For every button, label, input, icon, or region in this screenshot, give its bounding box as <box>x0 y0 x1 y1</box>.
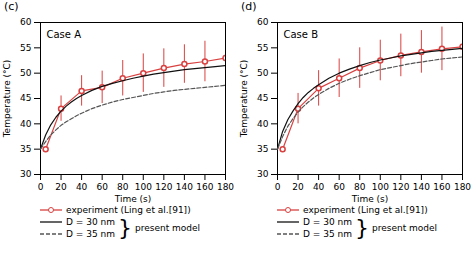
svg-text:35: 35 <box>20 144 31 154</box>
svg-text:180: 180 <box>217 182 234 192</box>
svg-text:80: 80 <box>117 182 129 192</box>
svg-text:35: 35 <box>257 144 268 154</box>
html-text:experiment (Ling et al.[91]): experiment (Ling et al.[91]) <box>66 204 191 215</box>
html-text:D = 30 nm: D = 30 nm <box>66 216 115 227</box>
svg-text:30: 30 <box>257 169 269 179</box>
html-text:present model: present model <box>135 222 201 233</box>
svg-text:160: 160 <box>433 182 450 192</box>
svg-text:40: 40 <box>76 182 88 192</box>
svg-text:160: 160 <box>196 182 213 192</box>
svg-text:0: 0 <box>275 182 281 192</box>
svg-text:40: 40 <box>257 119 269 129</box>
svg-text:20: 20 <box>55 182 67 192</box>
html-text:D = 35 nm: D = 35 nm <box>66 228 115 239</box>
svg-text:100: 100 <box>135 182 152 192</box>
svg-text:45: 45 <box>20 93 31 103</box>
svg-text:60: 60 <box>333 182 345 192</box>
html-text:D = 30 nm: D = 30 nm <box>303 216 352 227</box>
svg-text:Temperature (°C): Temperature (°C) <box>239 60 249 139</box>
svg-text:20: 20 <box>292 182 304 192</box>
svg-text:60: 60 <box>257 17 269 27</box>
svg-text:55: 55 <box>257 43 268 53</box>
html-text:present model: present model <box>372 222 438 233</box>
svg-text:60: 60 <box>96 182 108 192</box>
svg-text:100: 100 <box>372 182 389 192</box>
svg-text:40: 40 <box>313 182 325 192</box>
svg-text:Temperature (°C): Temperature (°C) <box>2 60 12 139</box>
svg-text:120: 120 <box>155 182 172 192</box>
svg-text:0: 0 <box>38 182 44 192</box>
html-text:(d): (d) <box>241 0 257 13</box>
svg-text:55: 55 <box>20 43 31 53</box>
svg-text:40: 40 <box>20 119 32 129</box>
svg-text:50: 50 <box>257 68 269 78</box>
svg-text:140: 140 <box>413 182 430 192</box>
svg-text:Time (s): Time (s) <box>351 194 389 204</box>
html-text:experiment (Ling et al.[91]): experiment (Ling et al.[91]) <box>303 204 428 215</box>
svg-text:120: 120 <box>392 182 409 192</box>
html-text:(c): (c) <box>4 0 19 13</box>
svg-text:45: 45 <box>257 93 268 103</box>
svg-text:140: 140 <box>176 182 193 192</box>
svg-text:Case A: Case A <box>47 29 82 40</box>
svg-text:80: 80 <box>354 182 366 192</box>
svg-text:180: 180 <box>454 182 471 192</box>
svg-text:Case B: Case B <box>284 29 319 40</box>
svg-text:50: 50 <box>20 68 32 78</box>
svg-text:60: 60 <box>20 17 32 27</box>
svg-text:Time (s): Time (s) <box>114 194 152 204</box>
svg-text:30: 30 <box>20 169 32 179</box>
html-text:D = 35 nm: D = 35 nm <box>303 228 352 239</box>
